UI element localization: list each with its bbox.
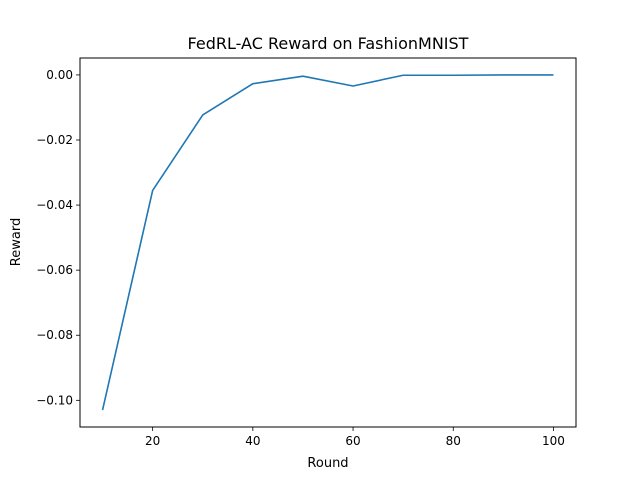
axes-frame [79, 57, 577, 428]
y-tick-label: −0.08 [36, 328, 73, 342]
reward-series-line [101, 74, 554, 411]
y-tick-label: −0.04 [36, 198, 73, 212]
y-tick-label: −0.06 [36, 263, 73, 277]
y-axis-label: Reward [9, 218, 24, 266]
x-tick-label: 40 [245, 434, 260, 448]
x-tick-label: 60 [345, 434, 360, 448]
plot-area: 20 40 60 80 100 0.00 −0.02 −0.04 −0.06 −0.08 −0.1… [36, 57, 577, 448]
series-layer [101, 74, 554, 411]
y-tick-label: −0.10 [36, 393, 73, 407]
y-tick-label: −0.02 [36, 133, 73, 147]
x-tick-label: 20 [145, 434, 160, 448]
x-axis-label: Round [307, 456, 348, 471]
x-tick-label: 80 [446, 434, 461, 448]
y-tick-label: 0.00 [46, 68, 73, 82]
x-axis-ticks: 20 40 60 80 100 [145, 427, 565, 448]
y-axis-ticks: 0.00 −0.02 −0.04 −0.06 −0.08 −0.10 [36, 68, 80, 407]
chart-title: FedRL-AC Reward on FashionMNIST [188, 34, 469, 53]
x-tick-label: 100 [542, 434, 565, 448]
